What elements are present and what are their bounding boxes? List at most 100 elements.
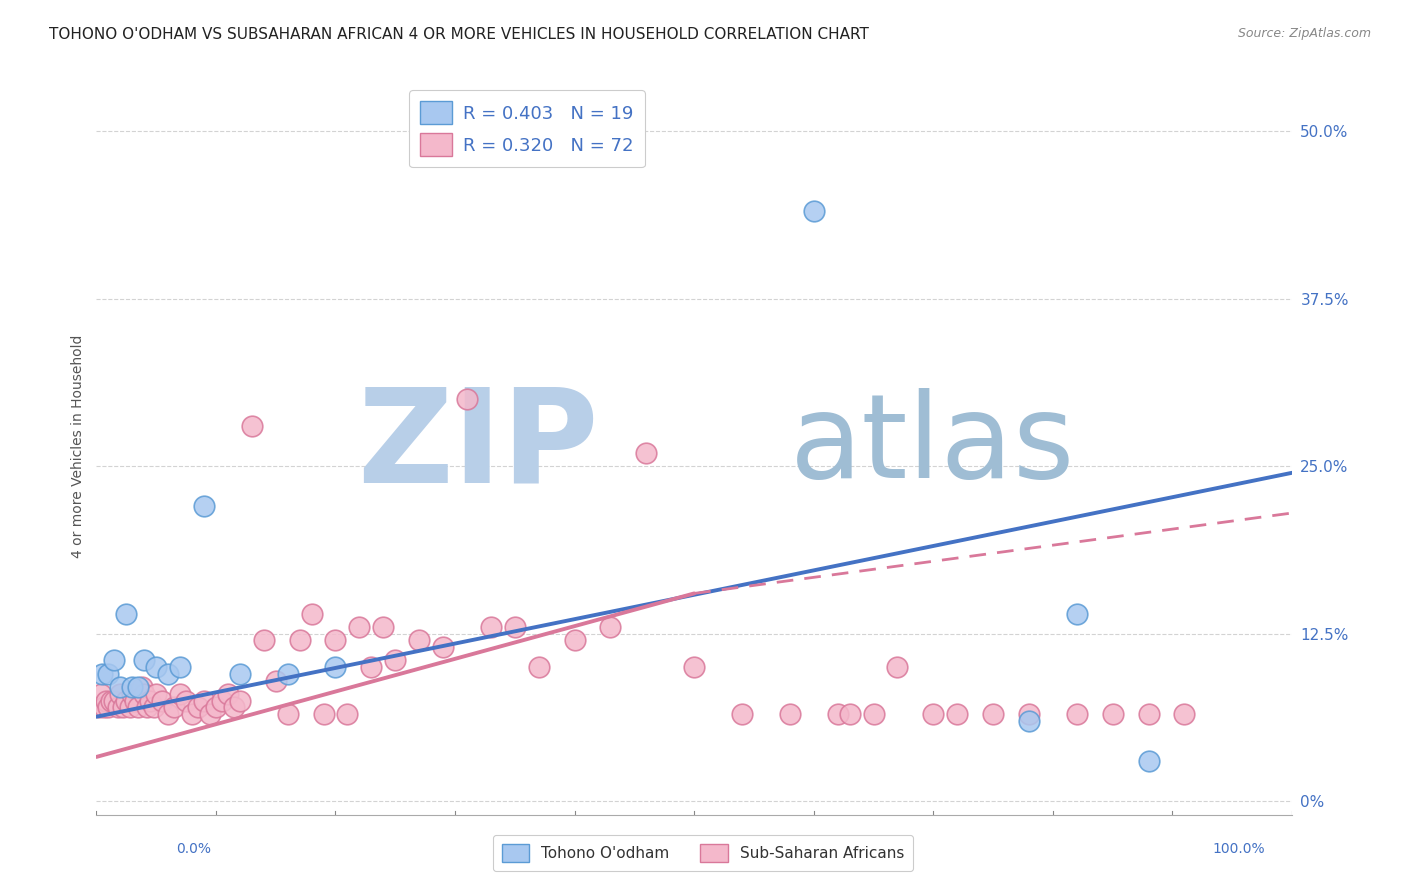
Point [94, 693, 117, 707]
Text: 100.0%: 100.0% [1213, 842, 1265, 856]
Text: 0.0%: 0.0% [176, 842, 211, 856]
Point [862, 706, 884, 721]
Point [115, 693, 138, 707]
Point [432, 640, 454, 654]
Point [264, 673, 287, 688]
Point [922, 706, 945, 721]
Point [157, 666, 180, 681]
Point [779, 706, 801, 721]
Point [1018, 714, 1040, 728]
Point [103, 653, 125, 667]
Point [174, 693, 197, 707]
Point [134, 687, 156, 701]
Point [360, 660, 382, 674]
Point [205, 700, 228, 714]
Point [118, 700, 141, 714]
Point [198, 706, 221, 721]
Point [91, 666, 114, 681]
Point [211, 693, 233, 707]
Point [163, 700, 186, 714]
Point [127, 680, 149, 694]
Point [803, 204, 825, 219]
Point [222, 700, 245, 714]
Point [636, 446, 658, 460]
Point [325, 633, 347, 648]
Point [139, 693, 162, 707]
Point [373, 620, 395, 634]
Point [181, 706, 204, 721]
Point [217, 687, 239, 701]
Point [107, 700, 129, 714]
Point [731, 706, 754, 721]
Point [946, 706, 969, 721]
Point [827, 706, 849, 721]
Point [121, 680, 143, 694]
Point [100, 693, 122, 707]
Point [1137, 706, 1160, 721]
Point [90, 687, 112, 701]
Point [1101, 706, 1123, 721]
Point [527, 660, 550, 674]
Point [838, 706, 860, 721]
Point [145, 660, 167, 674]
Point [253, 633, 276, 648]
Point [193, 693, 215, 707]
Point [115, 607, 138, 621]
Point [187, 700, 209, 714]
Point [110, 680, 132, 694]
Point [564, 633, 586, 648]
Point [325, 660, 347, 674]
Point [169, 660, 191, 674]
Point [87, 700, 110, 714]
Point [229, 693, 252, 707]
Point [157, 706, 180, 721]
Point [336, 706, 359, 721]
Point [288, 633, 311, 648]
Point [277, 666, 299, 681]
Point [349, 620, 371, 634]
Point [97, 666, 120, 681]
Point [456, 392, 478, 406]
Point [1066, 607, 1088, 621]
Point [111, 700, 134, 714]
Point [503, 620, 526, 634]
Text: TOHONO O'ODHAM VS SUBSAHARAN AFRICAN 4 OR MORE VEHICLES IN HOUSEHOLD CORRELATION: TOHONO O'ODHAM VS SUBSAHARAN AFRICAN 4 O… [49, 27, 869, 42]
Text: ZIP: ZIP [357, 383, 599, 509]
Point [277, 706, 299, 721]
Point [103, 693, 125, 707]
Point [229, 666, 252, 681]
Point [981, 706, 1004, 721]
Legend: R = 0.403   N = 19, R = 0.320   N = 72: R = 0.403 N = 19, R = 0.320 N = 72 [409, 90, 644, 168]
Point [97, 700, 120, 714]
Point [142, 700, 165, 714]
Point [1173, 706, 1195, 721]
Point [93, 700, 115, 714]
Text: Source: ZipAtlas.com: Source: ZipAtlas.com [1237, 27, 1371, 40]
Text: atlas: atlas [790, 389, 1076, 503]
Point [124, 693, 146, 707]
Point [886, 660, 908, 674]
Legend: Tohono O'odham, Sub-Saharan Africans: Tohono O'odham, Sub-Saharan Africans [492, 835, 914, 871]
Point [135, 700, 157, 714]
Point [145, 687, 167, 701]
Y-axis label: 4 or more Vehicles in Household: 4 or more Vehicles in Household [72, 334, 86, 558]
Point [683, 660, 706, 674]
Point [312, 706, 335, 721]
Point [127, 700, 149, 714]
Point [131, 680, 153, 694]
Point [301, 607, 323, 621]
Point [479, 620, 502, 634]
Point [110, 687, 132, 701]
Point [150, 693, 173, 707]
Point [134, 653, 156, 667]
Point [1018, 706, 1040, 721]
Point [121, 687, 143, 701]
Point [408, 633, 430, 648]
Point [1066, 706, 1088, 721]
Point [1137, 754, 1160, 768]
Point [193, 500, 215, 514]
Point [240, 418, 263, 433]
Point [384, 653, 406, 667]
Point [599, 620, 621, 634]
Point [169, 687, 191, 701]
